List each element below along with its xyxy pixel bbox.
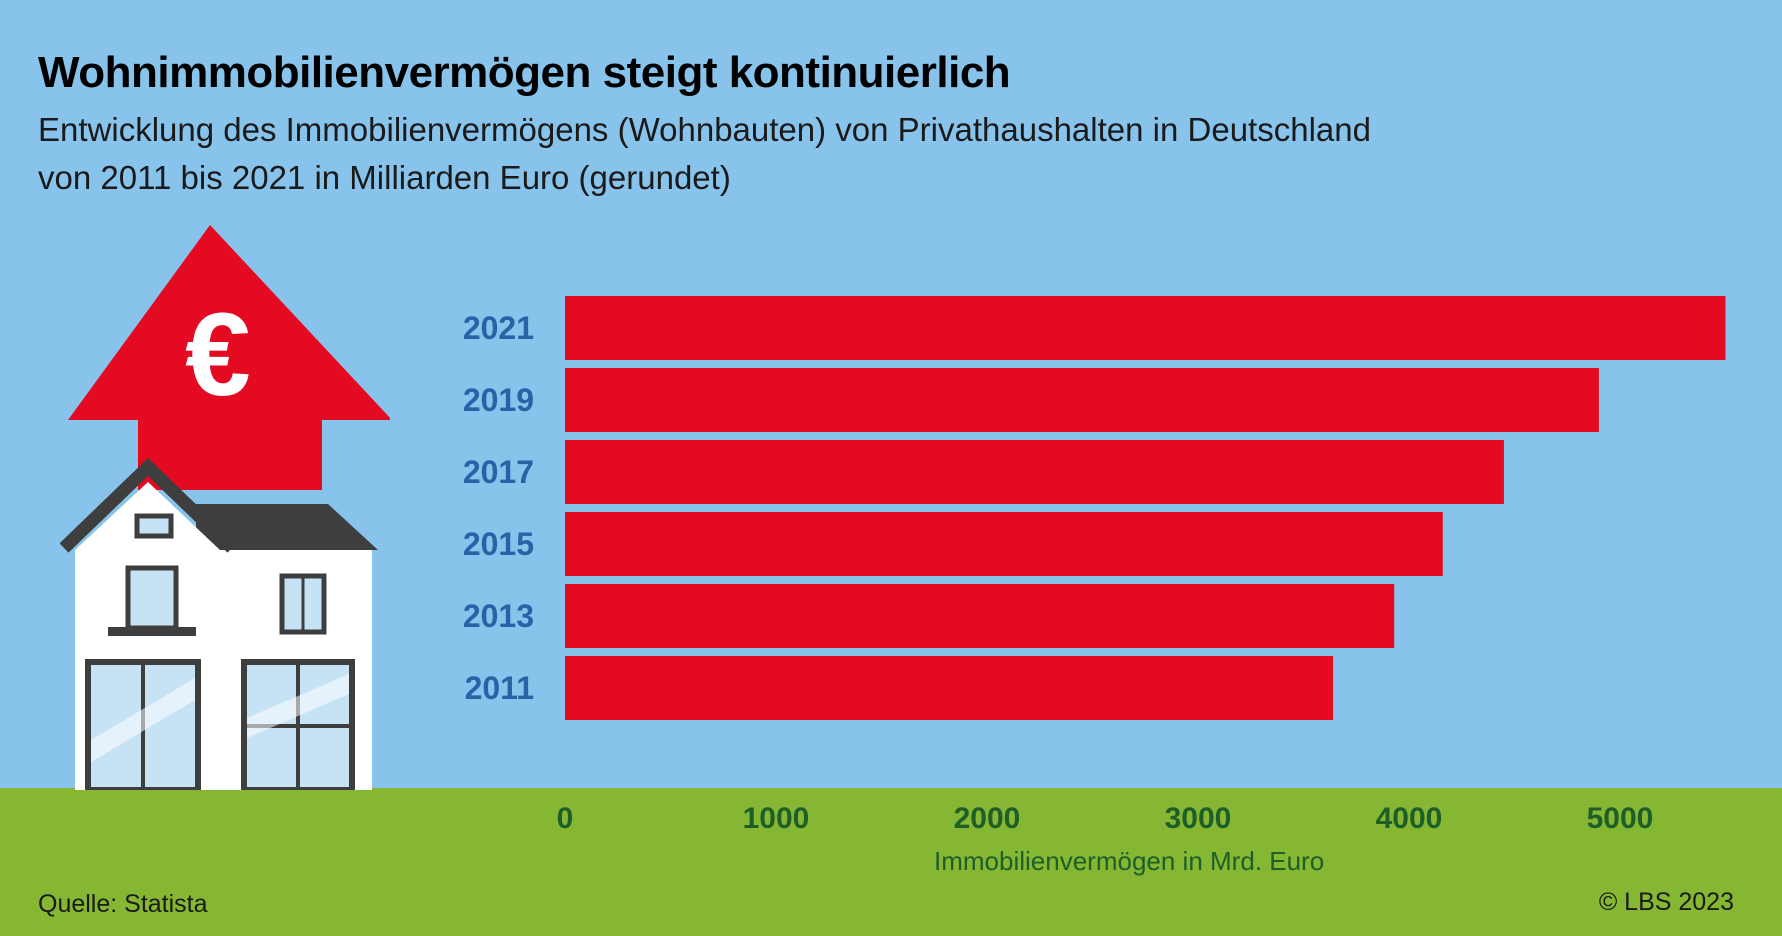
bar-2017 bbox=[565, 440, 1504, 504]
house-roof-right bbox=[196, 504, 378, 550]
x-tick-label-2000: 2000 bbox=[954, 802, 1021, 835]
x-tick-label-4000: 4000 bbox=[1376, 802, 1443, 835]
year-labels-group: 2021 2019 2017 2015 2013 2011 bbox=[463, 310, 534, 706]
x-tick-label-1000: 1000 bbox=[743, 802, 810, 835]
ground-window-reflection bbox=[247, 674, 349, 738]
x-axis-ticks-group: 0 1000 2000 3000 4000 5000 bbox=[557, 802, 1654, 835]
year-label-2015: 2015 bbox=[463, 526, 534, 562]
source-note: Quelle: Statista bbox=[38, 890, 208, 918]
x-tick-label-0: 0 bbox=[557, 802, 574, 835]
chart-subtitle: Entwicklung des Immobilienvermögens (Woh… bbox=[38, 106, 1538, 202]
house-roof-gable bbox=[60, 457, 237, 553]
attic-window bbox=[134, 513, 174, 539]
euro-icon: € bbox=[185, 289, 251, 421]
year-label-2021: 2021 bbox=[463, 310, 534, 346]
bars-group bbox=[565, 296, 1726, 720]
subtitle-line-2: von 2011 bis 2021 in Milliarden Euro (ge… bbox=[38, 159, 731, 196]
window-sill bbox=[108, 627, 196, 636]
bar-2015 bbox=[565, 512, 1443, 576]
bar-2019 bbox=[565, 368, 1599, 432]
chart-title: Wohnimmobilienvermögen steigt kontinuier… bbox=[38, 48, 1011, 97]
x-tick-label-5000: 5000 bbox=[1587, 802, 1654, 835]
x-tick-label-3000: 3000 bbox=[1165, 802, 1232, 835]
copyright-note: © LBS 2023 bbox=[1598, 888, 1734, 916]
year-label-2013: 2013 bbox=[463, 598, 534, 634]
x-axis-label: Immobilienvermögen in Mrd. Euro bbox=[934, 846, 1325, 876]
bar-2021 bbox=[565, 296, 1726, 360]
red-arrow-up-icon bbox=[68, 225, 390, 490]
front-door-reflection bbox=[91, 678, 195, 762]
bar-2011 bbox=[565, 656, 1334, 720]
bar-2013 bbox=[565, 584, 1395, 648]
house-icon: € bbox=[60, 225, 390, 790]
grass-ground bbox=[0, 788, 1782, 936]
year-label-2017: 2017 bbox=[463, 454, 534, 490]
year-label-2019: 2019 bbox=[463, 382, 534, 418]
year-label-2011: 2011 bbox=[465, 670, 534, 706]
subtitle-line-1: Entwicklung des Immobilienvermögens (Woh… bbox=[38, 111, 1371, 148]
